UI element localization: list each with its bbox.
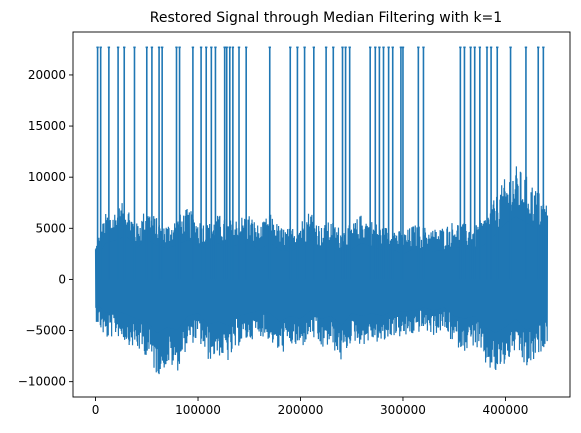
y-tick-label: −10000 (18, 375, 66, 389)
x-tick-label: 100000 (175, 403, 221, 417)
x-tick-label: 200000 (278, 403, 324, 417)
x-tick-label: 400000 (483, 403, 529, 417)
y-tick-label: 15000 (28, 119, 66, 133)
chart-title: Restored Signal through Median Filtering… (150, 10, 502, 26)
y-tick-label: 0 (58, 272, 66, 286)
plot-layer (94, 46, 549, 375)
y-tick-label: −5000 (25, 324, 66, 338)
axes-layer: 0 100000 200000 300000 400000 −10000 −5000 0 500… (18, 31, 571, 417)
x-tick-label: 0 (92, 403, 100, 417)
y-tick-label: 20000 (28, 68, 66, 82)
signal-core-band (95, 216, 548, 333)
axes-frame (72, 31, 571, 398)
x-tick-label: 300000 (380, 403, 426, 417)
y-tick-label: 5000 (35, 221, 66, 235)
y-tick-label: 10000 (28, 170, 66, 184)
